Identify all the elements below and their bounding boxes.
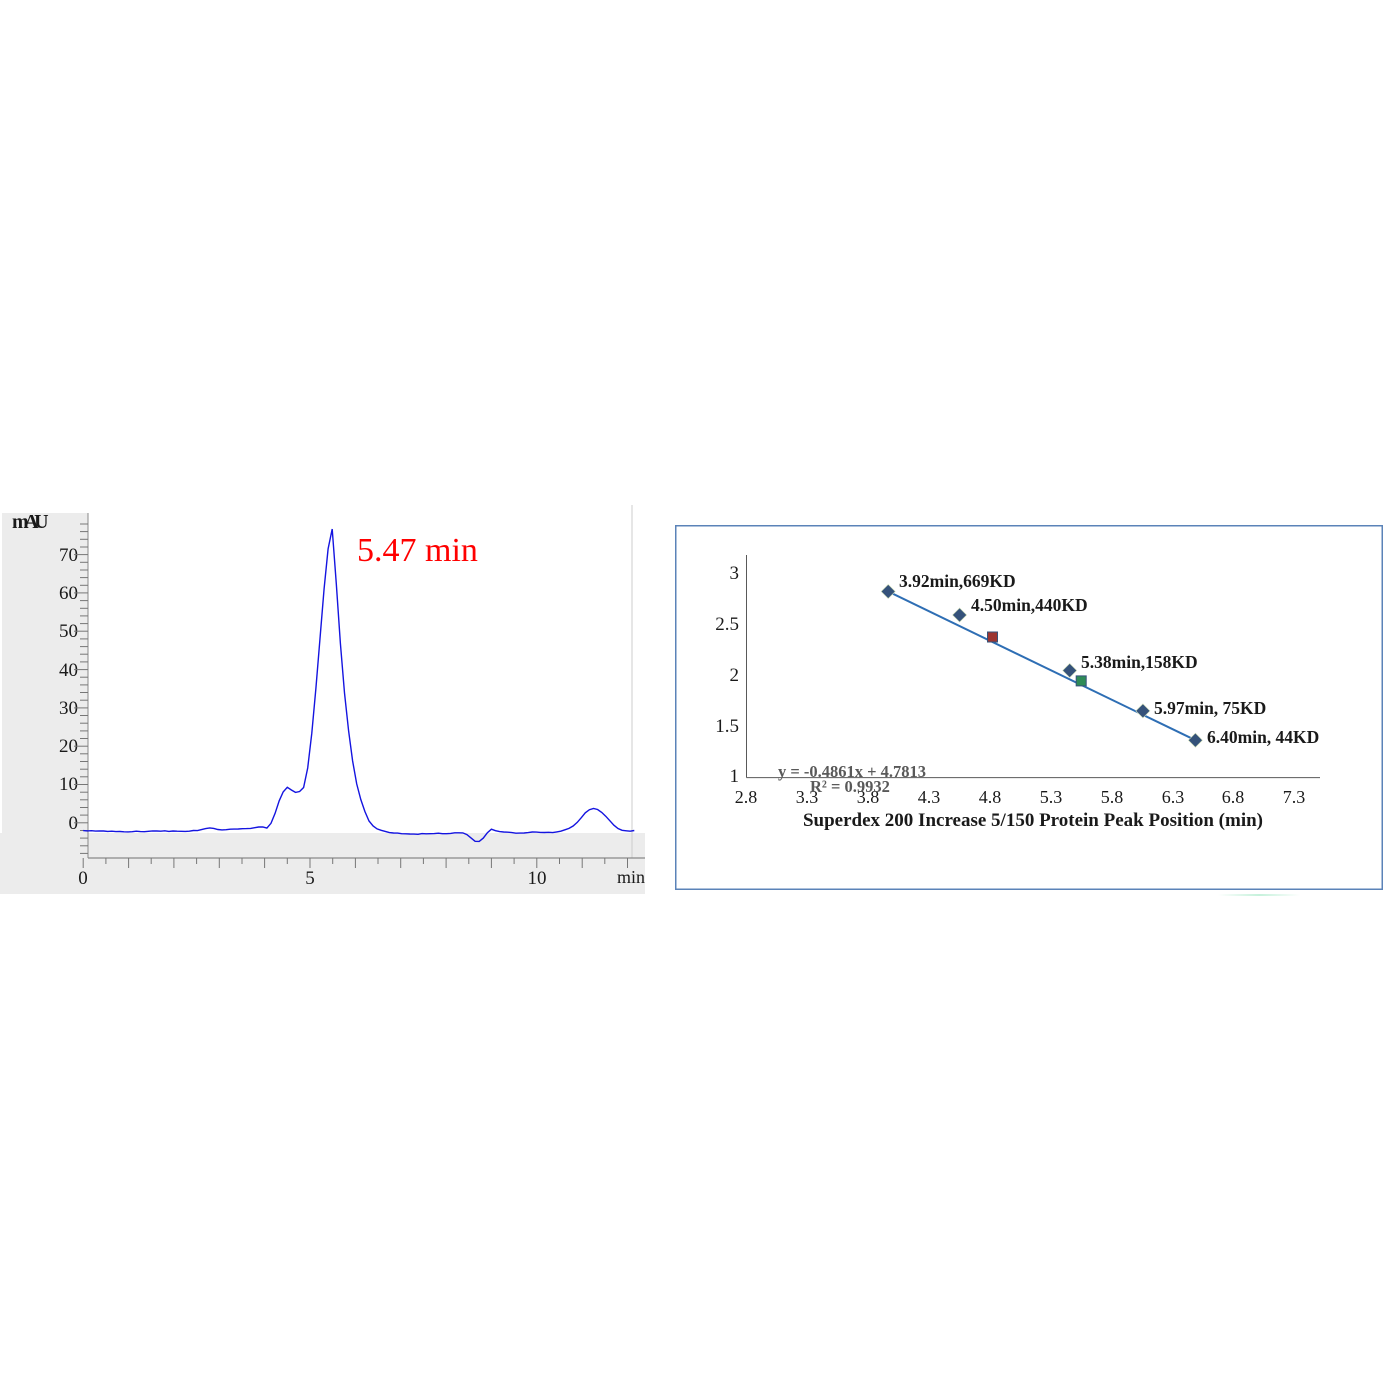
svg-text:0: 0	[69, 813, 79, 834]
svg-text:60: 60	[59, 583, 78, 604]
svg-text:70: 70	[59, 545, 78, 566]
svg-text:6.3: 6.3	[1162, 787, 1185, 807]
svg-text:7.3: 7.3	[1283, 787, 1306, 807]
svg-text:R² = 0.9932: R² = 0.9932	[810, 777, 890, 796]
svg-text:5.47 min: 5.47 min	[357, 532, 478, 569]
svg-text:4.8: 4.8	[979, 787, 1002, 807]
svg-text:6.40min, 44KD: 6.40min, 44KD	[1207, 727, 1319, 747]
svg-text:Superdex 200 Increase 5/150 P: Superdex 200 Increase 5/150 Protein Peak…	[803, 810, 1263, 831]
svg-text:5.38min,158KD: 5.38min,158KD	[1081, 652, 1198, 672]
svg-text:6.8: 6.8	[1222, 787, 1245, 807]
svg-text:min: min	[617, 867, 645, 887]
svg-text:5.3: 5.3	[1040, 787, 1063, 807]
svg-text:5.8: 5.8	[1101, 787, 1124, 807]
svg-text:4.3: 4.3	[918, 787, 941, 807]
svg-text:mAU: mAU	[12, 511, 48, 533]
svg-text:0: 0	[78, 868, 88, 889]
svg-text:5: 5	[305, 868, 315, 889]
svg-text:2: 2	[730, 665, 740, 686]
svg-text:3.92min,669KD: 3.92min,669KD	[899, 571, 1016, 591]
svg-text:1.5: 1.5	[715, 716, 739, 737]
svg-text:30: 30	[59, 698, 78, 719]
svg-text:2.8: 2.8	[735, 787, 758, 807]
svg-text:5.97min, 75KD: 5.97min, 75KD	[1154, 698, 1266, 718]
svg-text:4.50min,440KD: 4.50min,440KD	[971, 595, 1088, 615]
svg-text:2.5: 2.5	[715, 614, 739, 635]
svg-text:10: 10	[528, 868, 547, 889]
svg-text:1: 1	[730, 766, 740, 787]
svg-text:40: 40	[59, 660, 78, 681]
svg-text:3: 3	[730, 563, 740, 584]
